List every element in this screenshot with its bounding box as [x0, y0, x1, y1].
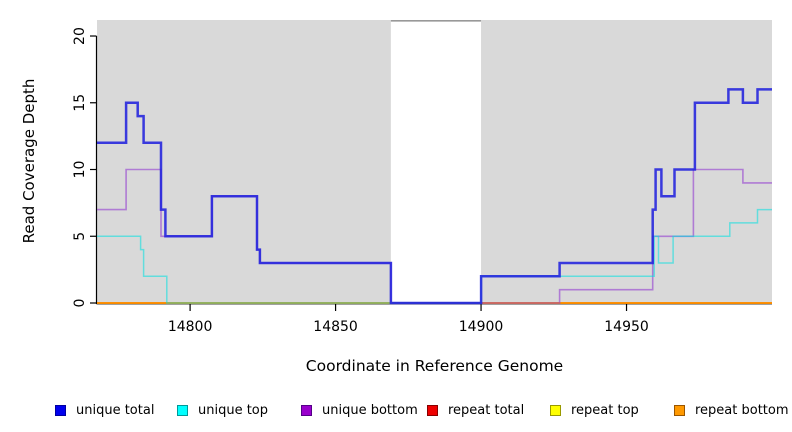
series-line-unique-top [97, 208, 772, 304]
legend-label: repeat total [448, 402, 525, 418]
y-tick-label: 15 [72, 94, 88, 112]
legend-item-unique-bottom: unique bottom [301, 401, 418, 419]
y-tick-label: 5 [72, 232, 88, 241]
y-axis-label: Read Coverage Depth [20, 78, 38, 244]
legend-label: repeat bottom [695, 402, 789, 418]
x-axis-label: Coordinate in Reference Genome [305, 357, 564, 375]
x-tick-label: 14850 [313, 319, 358, 335]
x-tick-label: 14950 [604, 319, 649, 335]
legend-item-unique-top: unique top [177, 401, 268, 419]
legend-label: unique top [198, 402, 269, 418]
legend-item-unique-total: unique total [55, 401, 154, 419]
legend: unique total unique top unique bottom repea… [0, 401, 792, 421]
y-tick-label: 0 [72, 299, 88, 308]
y-tick-label: 10 [72, 161, 88, 179]
legend-swatch-icon [427, 404, 438, 416]
legend-swatch-icon [674, 404, 685, 416]
x-tick-label: 14800 [168, 319, 213, 335]
legend-item-repeat-bottom: repeat bottom [674, 401, 789, 419]
legend-label: unique bottom [322, 402, 418, 418]
legend-item-repeat-top: repeat top [550, 401, 639, 419]
coverage-gap-band [390, 20, 482, 303]
legend-swatch-icon [55, 404, 66, 416]
legend-swatch-icon [550, 404, 561, 416]
legend-swatch-icon [177, 404, 188, 416]
legend-label: unique total [76, 402, 155, 418]
x-tick-label: 14900 [459, 319, 504, 335]
y-tick-label: 20 [72, 27, 88, 45]
legend-swatch-icon [301, 404, 312, 416]
legend-label: repeat top [571, 402, 639, 418]
series-line-unique-total [97, 88, 772, 305]
legend-item-repeat-total: repeat total [427, 401, 524, 419]
coverage-chart: 0 5 10 15 20 14800 14850 14900 14950 [72, 19, 772, 335]
